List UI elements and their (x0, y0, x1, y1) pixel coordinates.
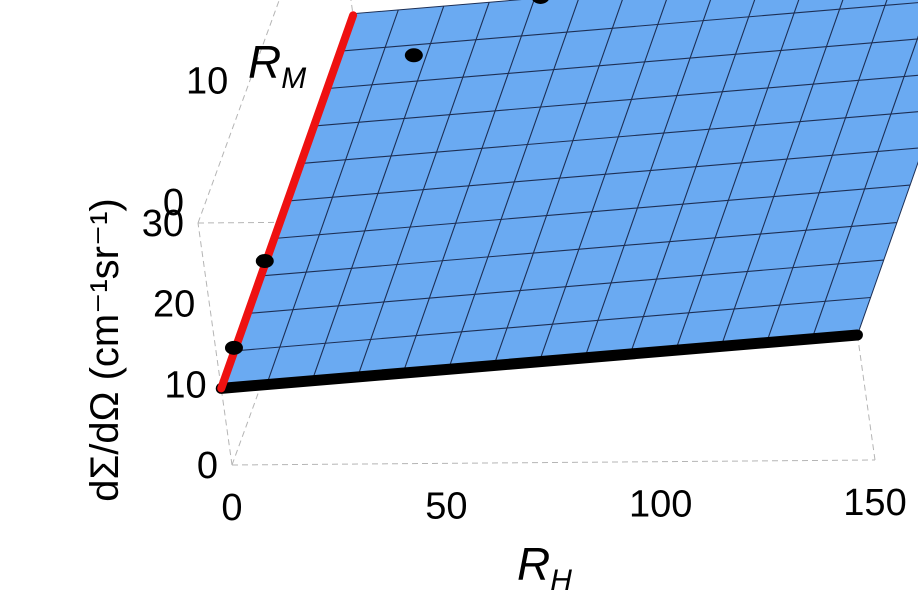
mesh-line (300, 111, 918, 165)
mesh-line (339, 2, 918, 52)
y-axis-label-main: R (248, 36, 281, 88)
x-tick-label: 150 (843, 482, 906, 524)
mesh-line (247, 259, 884, 314)
mesh-line (287, 147, 918, 202)
z-tick-label: 30 (142, 203, 184, 245)
x-axis-label: RH (517, 538, 572, 597)
data-points (224, 0, 549, 355)
z-tick-label: 10 (164, 364, 206, 406)
data-point (532, 0, 549, 4)
mesh-line (273, 184, 911, 240)
edge-lines (215, 11, 863, 394)
data-point (404, 48, 423, 63)
y-axis-label-sub: M (281, 62, 306, 95)
x-tick-label: 50 (425, 485, 467, 527)
box-edge (197, 222, 233, 466)
y-axis-label: RM (248, 36, 306, 95)
z-axis-label: dΣ/dΩ (cm⁻¹sr⁻¹) (83, 198, 127, 502)
surface-mesh (234, 0, 918, 385)
red-edge-line (217, 11, 358, 393)
mesh-line (326, 38, 918, 90)
x-axis-label-main: R (517, 538, 550, 590)
z-tick-label: 20 (153, 284, 195, 326)
data-point (224, 340, 243, 355)
x-tick-label: 100 (629, 484, 692, 526)
mesh-line (234, 296, 871, 352)
fit-surface (220, 0, 918, 389)
z-tick-label: 0 (197, 445, 218, 487)
tick-labels: 05010015001020300102030 (142, 60, 907, 529)
black-edge-line (215, 329, 863, 394)
surface-patch (220, 0, 918, 389)
box-edge (231, 459, 876, 466)
mesh-line (313, 74, 918, 127)
y-tick-label: 10 (186, 60, 228, 102)
x-tick-label: 0 (221, 487, 242, 529)
box-edge (197, 0, 280, 224)
mesh-line (260, 222, 897, 277)
x-axis-label-sub: H (550, 564, 572, 597)
y-tick-label: 0 (163, 182, 184, 224)
data-point (255, 254, 274, 269)
